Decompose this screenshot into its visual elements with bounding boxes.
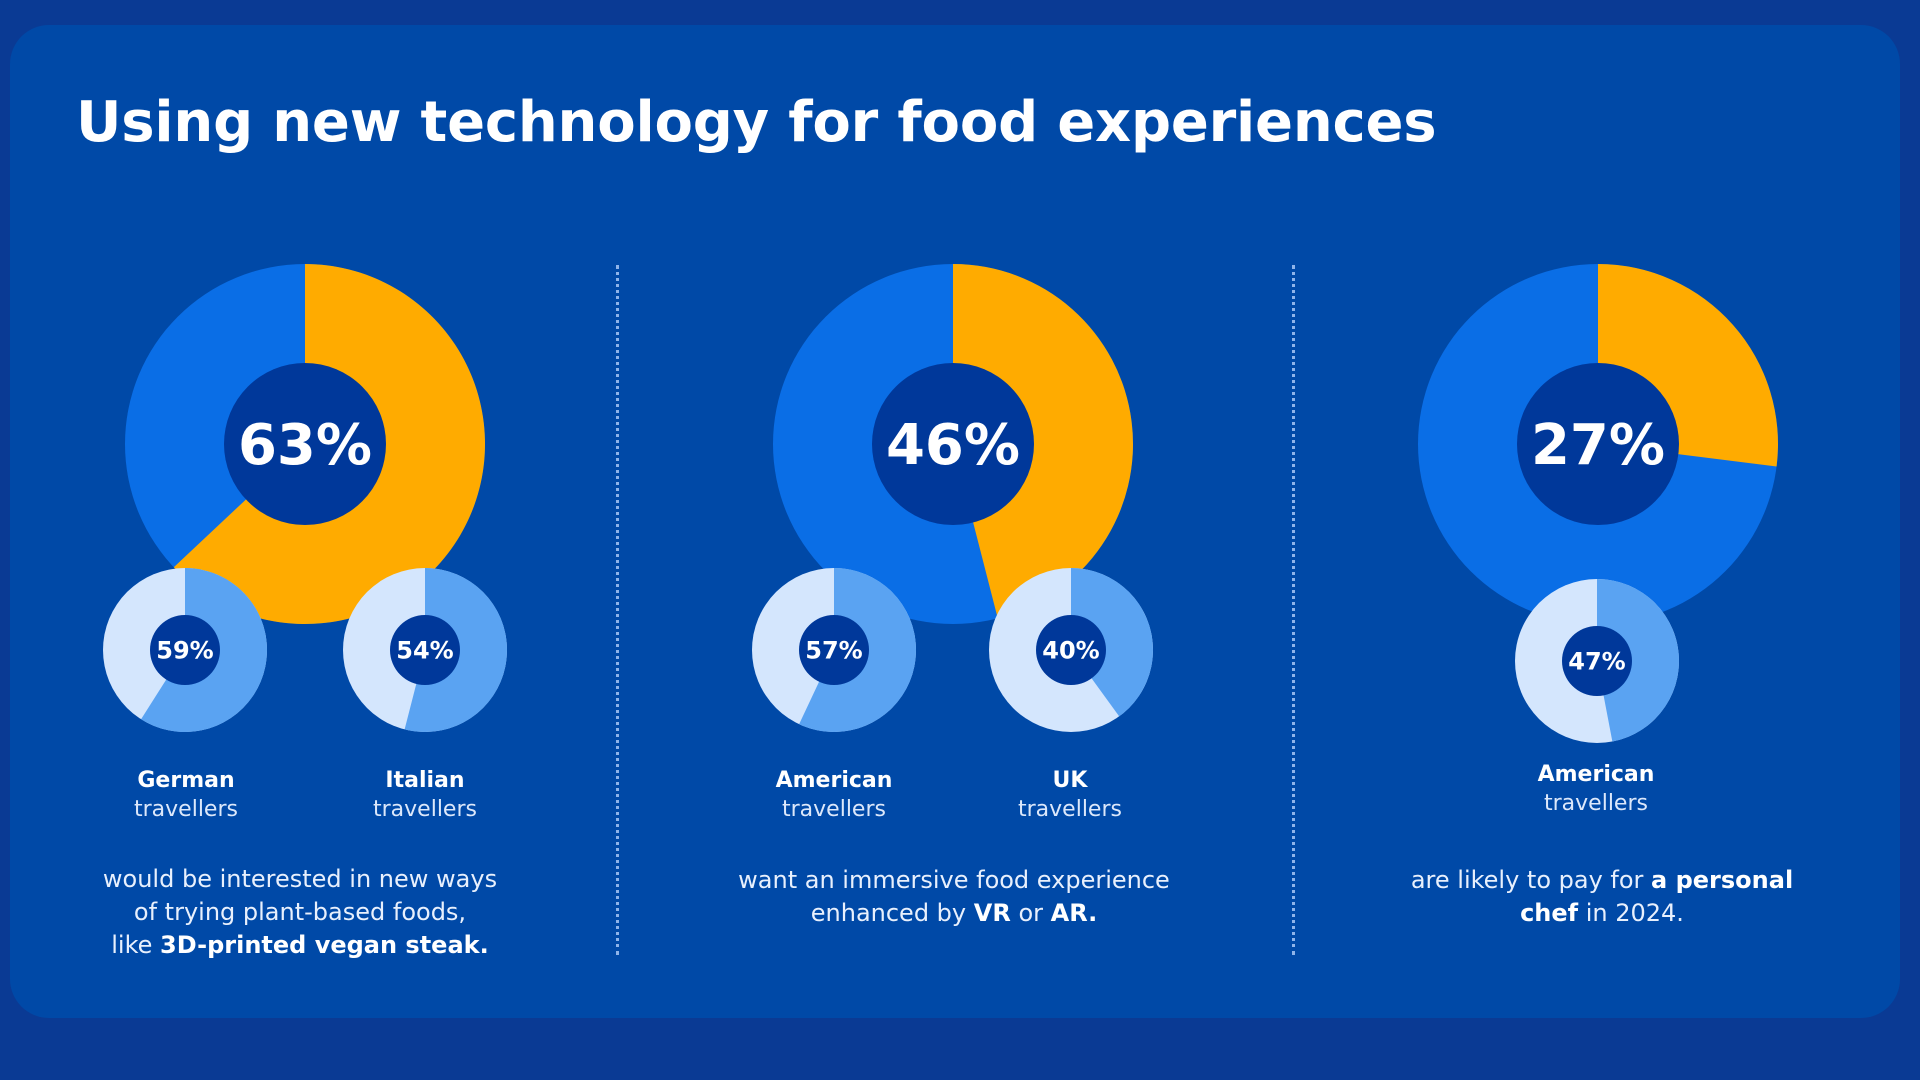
group-label-italian: Italian travellers: [305, 766, 545, 824]
caption-bold: chef: [1520, 899, 1579, 927]
caption-bold: AR.: [1050, 899, 1098, 927]
divider-right: [1292, 265, 1295, 955]
group-label-uk: UK travellers: [950, 766, 1190, 824]
sub-donut-hole-1-2: [390, 615, 460, 685]
group-label-rest: travellers: [782, 797, 886, 822]
main-donut-share-2: [953, 264, 1133, 619]
sub-donut-hole-2-2: [1036, 615, 1106, 685]
group-label-rest: travellers: [1018, 797, 1122, 822]
main-value-label-1: 63%: [238, 413, 372, 478]
sub-donut-share-3-1: [1597, 579, 1679, 742]
main-donut-hole-3: [1517, 363, 1679, 525]
caption-text: enhanced by: [810, 899, 974, 927]
main-value-label-2: 46%: [886, 413, 1020, 478]
page-title: Using new technology for food experience…: [76, 90, 1437, 155]
caption-plant-based: would be interested in new ways of tryin…: [40, 863, 560, 962]
caption-line: are likely to pay for a personal: [1342, 864, 1862, 897]
caption-text: are likely to pay for: [1410, 866, 1652, 894]
sub-value-label-1-1: 59%: [156, 637, 213, 665]
caption-line: chef in 2024.: [1342, 897, 1862, 930]
group-label-bold: UK: [1052, 768, 1088, 793]
sub-value-label-2-1: 57%: [805, 637, 862, 665]
caption-line: enhanced by VR or AR.: [694, 897, 1214, 930]
group-label-american: American travellers: [714, 766, 954, 824]
sub-donut-hole-2-1: [799, 615, 869, 685]
group-label-german: German travellers: [66, 766, 306, 824]
caption-line: like 3D-printed vegan steak.: [40, 929, 560, 962]
sub-value-label-2-2: 40%: [1042, 637, 1099, 665]
sub-donut-share-2-2: [1071, 568, 1154, 717]
sub-donut-hole-3-1: [1562, 626, 1632, 696]
caption-text: like: [111, 931, 161, 959]
group-label-bold: American: [775, 768, 893, 793]
group-label-bold: German: [137, 768, 235, 793]
caption-bold: VR: [973, 899, 1011, 927]
chart-panel-3: 27% 47%: [1418, 264, 1778, 743]
caption-line: want an immersive food experience: [738, 866, 1170, 894]
main-donut-hole-1: [224, 363, 386, 525]
group-label-rest: travellers: [373, 797, 477, 822]
group-label-bold: Italian: [385, 768, 465, 793]
sub-donut-hole-1-1: [150, 615, 220, 685]
chart-panel-2: 46% 57% 40%: [752, 264, 1154, 732]
main-donut-hole-2: [872, 363, 1034, 525]
sub-value-label-3-1: 47%: [1568, 648, 1625, 676]
caption-text: or: [1010, 899, 1051, 927]
group-label-bold: American: [1537, 762, 1655, 787]
caption-line: would be interested in new ways: [102, 865, 498, 893]
group-label-rest: travellers: [134, 797, 238, 822]
caption-immersive: want an immersive food experience enhanc…: [694, 864, 1214, 930]
caption-bold: a personal: [1651, 866, 1794, 894]
caption-text: in 2024.: [1578, 899, 1684, 927]
caption-bold: 3D-printed vegan steak.: [160, 931, 489, 959]
caption-line: of trying plant-based foods,: [133, 898, 467, 926]
group-label-rest: travellers: [1544, 791, 1648, 816]
sub-value-label-1-2: 54%: [396, 637, 453, 665]
caption-personal-chef: are likely to pay for a personal chef in…: [1342, 864, 1862, 930]
group-label-american-2: American travellers: [1476, 760, 1716, 818]
divider-left: [616, 265, 619, 955]
chart-panel-1: 63% 59% 54%: [103, 264, 507, 732]
main-value-label-3: 27%: [1531, 413, 1665, 478]
